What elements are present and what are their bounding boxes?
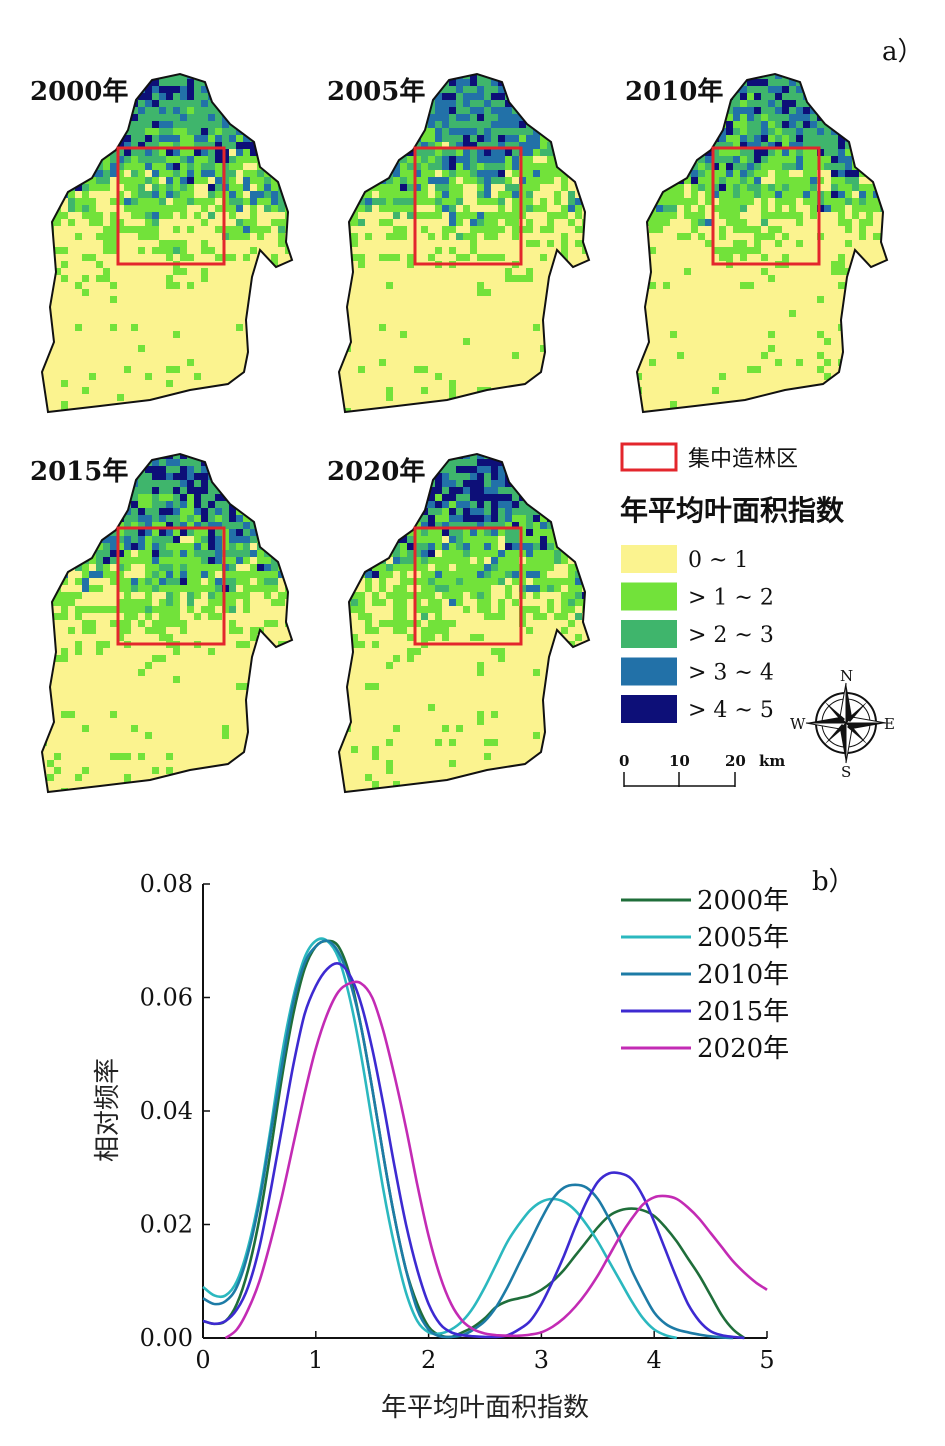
lai-map-cells: [42, 454, 292, 792]
lai-class-label: > 2 ~ 3: [688, 623, 774, 648]
y-tick-label: 0.02: [140, 1211, 193, 1239]
lai-class-swatch: [621, 695, 677, 723]
lai-class-label: > 1 ~ 2: [688, 586, 774, 611]
region-outline: [337, 452, 591, 794]
series-line-2: [202, 939, 734, 1340]
y-tick-label: 0.06: [140, 984, 193, 1012]
series-line-1: [202, 937, 678, 1340]
scale-tick-10: 10: [669, 752, 690, 770]
region-outline: [635, 72, 889, 414]
lai-map-1: 2005年: [327, 72, 591, 414]
y-axis-title: 相对频率: [93, 1058, 123, 1162]
legend-label-2: 2010年: [697, 960, 789, 990]
afforestation-legend-swatch: [620, 442, 678, 472]
lai-class-swatch: [621, 657, 677, 686]
compass-rose-icon: N S E W: [790, 667, 895, 781]
afforestation-legend-label: 集中造林区: [688, 447, 798, 472]
x-tick-label: 4: [647, 1346, 662, 1374]
region-outline: [40, 452, 294, 794]
lai-map-cells: [339, 74, 589, 412]
map-year-label: 2020年: [327, 456, 425, 487]
lai-class-label: 0 ~ 1: [688, 548, 748, 573]
legend-label-0: 2000年: [697, 886, 789, 916]
lai-map-2: 2010年: [625, 72, 889, 414]
x-tick-label: 1: [308, 1346, 323, 1374]
compass-west: W: [790, 715, 806, 733]
map-year-label: 2015年: [30, 456, 128, 487]
lai-map-cells: [339, 454, 589, 792]
panel-a-label: a）: [882, 37, 924, 67]
y-tick-label: 0.08: [140, 870, 193, 898]
panel-a: a） 2000年 2005年 2010年 2015年 2020年 集中造林区 年平均叶面…: [30, 37, 924, 794]
lai-legend-title: 年平均叶面积指数: [620, 494, 845, 527]
lai-class-swatch: [621, 545, 677, 573]
lai-class-swatch: [621, 582, 677, 611]
scale-tick-20: 20: [725, 752, 746, 770]
lai-map-cells: [42, 74, 292, 412]
lai-class-legend: 0 ~ 1 > 1 ~ 2 > 2 ~ 3 > 3 ~ 4 > 4 ~ 5: [621, 545, 774, 723]
lai-map-0: 2000年: [30, 72, 294, 414]
lai-map-3: 2015年: [30, 452, 294, 794]
compass-south: S: [841, 763, 851, 781]
afforestation-box: [413, 146, 523, 266]
lai-class-swatch: [621, 620, 677, 648]
x-tick-label: 0: [195, 1346, 210, 1374]
afforestation-box: [116, 146, 226, 266]
compass-north: N: [840, 667, 853, 685]
maps-layer: 2000年 2005年 2010年 2015年 2020年: [30, 72, 889, 794]
x-tick-label: 3: [534, 1346, 549, 1374]
panel-b: b） 0 1 2 3 4 5 0.00 0.02 0.04 0.06 0.08 2000年 2005年…: [93, 867, 855, 1423]
region-outline: [40, 72, 294, 414]
afforestation-box: [711, 146, 821, 266]
y-tick-label: 0.04: [140, 1097, 193, 1125]
legend-label-3: 2015年: [697, 997, 789, 1027]
map-year-label: 2005年: [327, 76, 425, 107]
scale-bar: 0 10 20 km: [619, 752, 785, 787]
compass-east: E: [884, 715, 895, 733]
x-tick-label: 2: [421, 1346, 436, 1374]
region-outline: [337, 72, 591, 414]
series-line-4: [224, 980, 768, 1340]
x-tick-label: 5: [759, 1346, 774, 1374]
legend-label-4: 2020年: [697, 1034, 789, 1064]
scale-tick-0: 0: [619, 752, 629, 770]
y-tick-label: 0.00: [140, 1324, 193, 1352]
chart-series: [202, 937, 768, 1340]
afforestation-box: [116, 526, 226, 646]
lai-class-label: > 4 ~ 5: [688, 698, 774, 723]
map-year-label: 2010年: [625, 76, 723, 107]
panel-b-label: b）: [812, 867, 855, 897]
lai-map-cells: [637, 74, 887, 412]
afforestation-box: [413, 526, 523, 646]
lai-map-4: 2020年: [327, 452, 591, 794]
lai-class-label: > 3 ~ 4: [688, 661, 774, 686]
map-year-label: 2000年: [30, 76, 128, 107]
chart-axes: 0 1 2 3 4 5 0.00 0.02 0.04 0.06 0.08: [140, 870, 775, 1374]
series-line-3: [202, 962, 745, 1340]
scale-unit: km: [759, 752, 785, 770]
chart-legend: 2000年 2005年 2010年 2015年 2020年: [621, 886, 789, 1064]
x-axis-title: 年平均叶面积指数: [381, 1393, 589, 1423]
series-line-0: [202, 939, 746, 1340]
legend-label-1: 2005年: [697, 923, 789, 953]
